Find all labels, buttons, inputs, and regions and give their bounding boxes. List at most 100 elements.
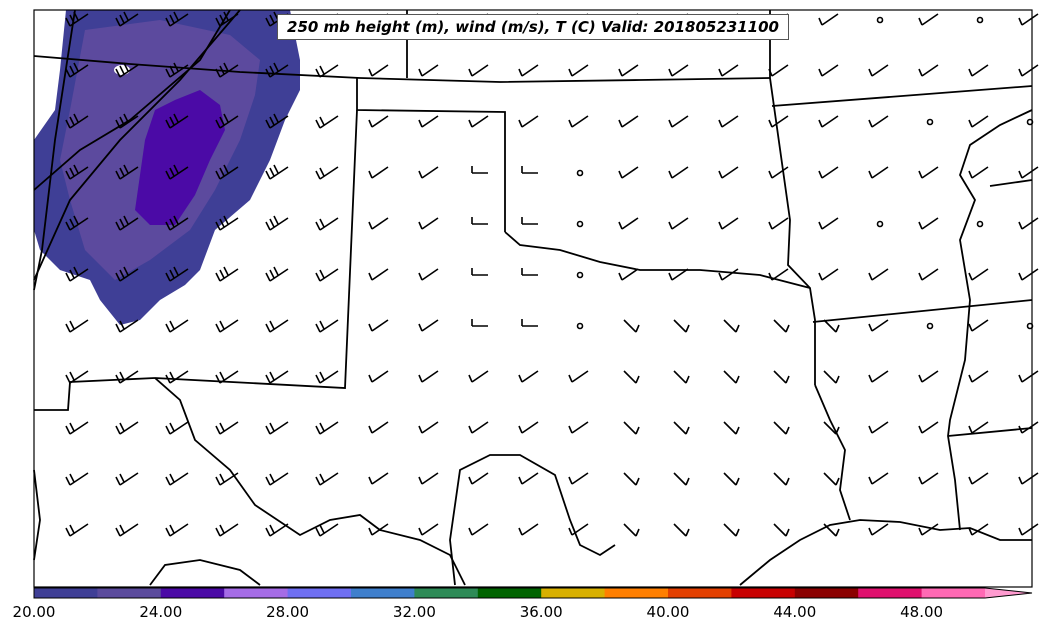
map-title: 250 mb height (m), wind (m/s), T (C) Val… bbox=[277, 14, 789, 40]
wind-barb bbox=[115, 319, 139, 333]
wind-barb bbox=[521, 217, 538, 225]
state-line-4 bbox=[769, 10, 816, 385]
wind-barb bbox=[315, 370, 339, 384]
wind-barb bbox=[576, 220, 584, 228]
wind-barb bbox=[1018, 268, 1039, 281]
wind-barb bbox=[668, 166, 689, 179]
wind-barb bbox=[521, 268, 538, 276]
wind-barb bbox=[518, 115, 539, 128]
wind-barb bbox=[368, 217, 389, 230]
wind-barb bbox=[215, 472, 239, 486]
wind-barb bbox=[1018, 13, 1039, 26]
wind-barb bbox=[576, 271, 584, 279]
wind-barb bbox=[115, 215, 139, 231]
wind-barb bbox=[165, 164, 189, 180]
wind-barb bbox=[968, 421, 989, 434]
colorbar-segment bbox=[477, 588, 542, 598]
wind-barb bbox=[918, 523, 939, 536]
wind-barb bbox=[718, 166, 739, 179]
wind-barb bbox=[165, 266, 189, 282]
wind-barb bbox=[568, 421, 589, 434]
wind-barb bbox=[968, 472, 989, 485]
wind-barb bbox=[868, 421, 889, 434]
wind-barb bbox=[968, 523, 989, 536]
wind-barb bbox=[115, 113, 139, 129]
wind-barb bbox=[518, 523, 539, 536]
wind-barb bbox=[471, 166, 488, 174]
wind-barb bbox=[868, 319, 889, 332]
wind-barb bbox=[315, 268, 339, 282]
wind-barb bbox=[115, 11, 139, 27]
wind-barb bbox=[418, 166, 439, 179]
wind-barb bbox=[418, 268, 439, 281]
wind-barb bbox=[723, 523, 740, 537]
wind-barb bbox=[265, 421, 289, 435]
wind-barb bbox=[568, 472, 589, 485]
wind-barb bbox=[165, 523, 189, 537]
front-line-2 bbox=[33, 9, 231, 191]
colorbar-segment bbox=[351, 588, 415, 598]
wind-barb bbox=[265, 113, 289, 129]
wind-barb bbox=[818, 115, 839, 128]
wind-barb bbox=[1018, 217, 1039, 230]
wind-barb bbox=[718, 64, 739, 77]
wind-barb bbox=[368, 421, 389, 434]
temperature-shading bbox=[34, 10, 300, 325]
colorbar-segment bbox=[224, 588, 289, 598]
colorbar-segment bbox=[541, 588, 606, 598]
wind-barb bbox=[471, 319, 488, 327]
wind-barb bbox=[768, 166, 789, 179]
wind-barb bbox=[315, 115, 339, 129]
wind-barb bbox=[618, 166, 639, 179]
wind-barb bbox=[165, 370, 189, 384]
wind-barb bbox=[265, 266, 289, 282]
wind-barb bbox=[818, 217, 839, 230]
wind-barb bbox=[368, 472, 389, 485]
state-line-6 bbox=[812, 299, 1033, 323]
wind-barb bbox=[568, 523, 589, 536]
wind-barb bbox=[265, 523, 289, 537]
wind-barb bbox=[918, 13, 939, 26]
wind-barb bbox=[521, 319, 538, 327]
wind-barb bbox=[165, 421, 189, 435]
wind-barb bbox=[418, 319, 439, 332]
wind-barb bbox=[918, 472, 939, 485]
state-line-northern bbox=[33, 55, 771, 83]
wind-barb bbox=[968, 319, 989, 332]
wind-barb bbox=[368, 319, 389, 332]
wind-barb bbox=[768, 217, 789, 230]
wind-barb bbox=[868, 472, 889, 485]
wind-barb bbox=[215, 266, 239, 282]
wind-barb bbox=[115, 370, 139, 384]
wind-barb bbox=[918, 217, 939, 230]
wind-barb bbox=[165, 62, 189, 78]
wind-barb bbox=[868, 64, 889, 77]
wind-barb bbox=[623, 421, 640, 435]
wind-barb bbox=[773, 370, 790, 384]
wind-barb bbox=[265, 215, 289, 231]
front-line-1 bbox=[33, 9, 241, 281]
wind-barb bbox=[568, 370, 589, 383]
wind-barb bbox=[623, 472, 640, 486]
wind-barb bbox=[65, 215, 89, 231]
wind-barb bbox=[673, 523, 690, 537]
wind-barb bbox=[418, 421, 439, 434]
wind-barb bbox=[468, 523, 489, 536]
state-line-3 bbox=[504, 231, 811, 289]
wind-barb bbox=[65, 113, 89, 129]
wind-barb bbox=[65, 319, 89, 333]
wind-barb bbox=[368, 166, 389, 179]
wind-barb bbox=[315, 217, 339, 231]
wind-barb bbox=[165, 215, 189, 231]
wind-barb bbox=[968, 370, 989, 383]
wind-barb bbox=[468, 115, 489, 128]
colorbar-label: 36.00 bbox=[519, 603, 563, 621]
wind-barb bbox=[315, 166, 339, 180]
wind-barb bbox=[623, 319, 640, 333]
wind-barb bbox=[823, 472, 840, 486]
wind-barb bbox=[773, 523, 790, 537]
wind-barb bbox=[623, 523, 640, 537]
wind-barb bbox=[115, 421, 139, 435]
wind-barb bbox=[618, 115, 639, 128]
colorbar-segment bbox=[794, 588, 859, 598]
